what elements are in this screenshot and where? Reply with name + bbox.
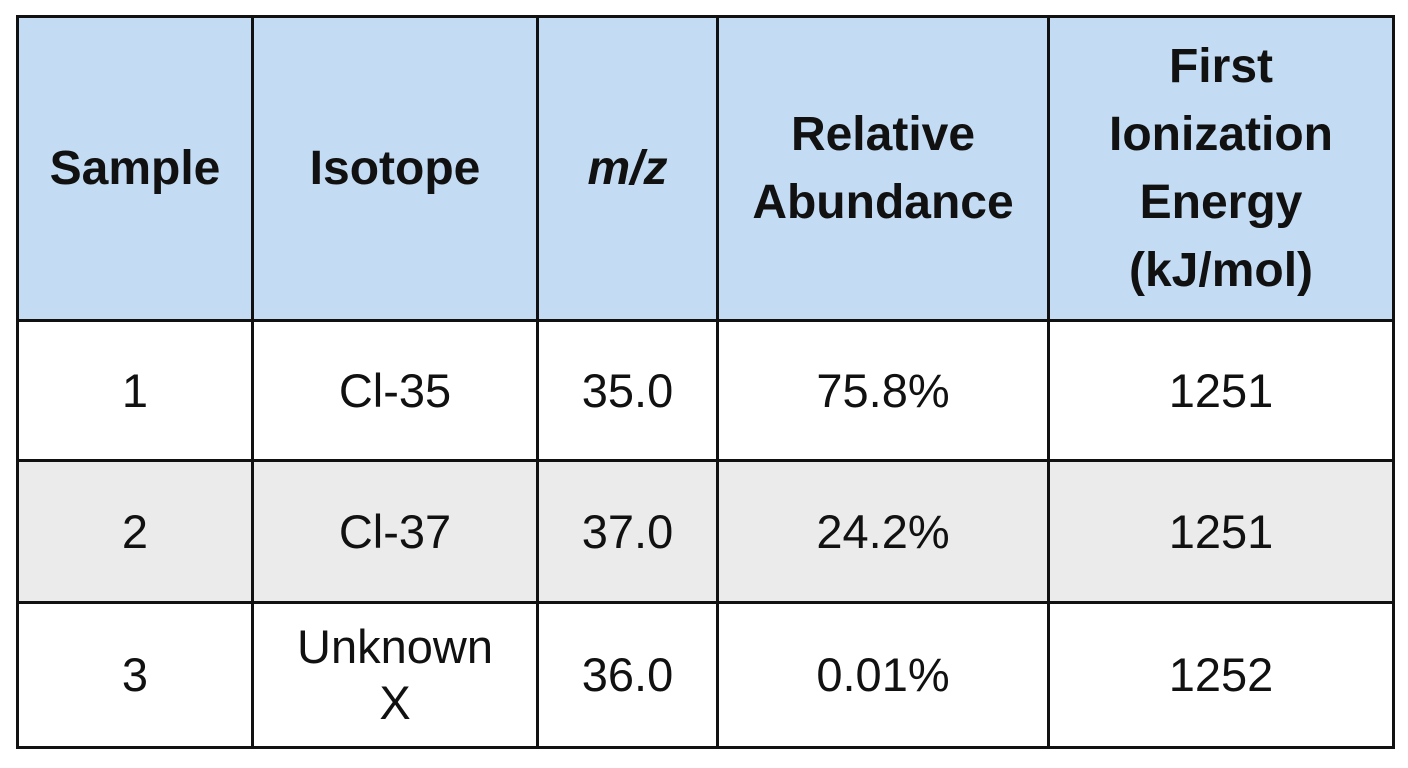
table-row: 1 Cl-35 35.0 75.8% 1251 [16, 319, 1395, 462]
cell-isotope-line: Unknown [297, 620, 493, 673]
cell-mz: 37.0 [536, 459, 719, 604]
cell-sample: 3 [16, 601, 254, 749]
cell-isotope: Cl-37 [251, 459, 539, 604]
cell-isotope-line: X [379, 676, 411, 729]
header-relative-abundance-line: Abundance [752, 175, 1014, 229]
cell-sample: 1 [16, 319, 254, 462]
cell-mz: 36.0 [536, 601, 719, 749]
header-sample: Sample [16, 15, 254, 322]
header-isotope: Isotope [251, 15, 539, 322]
header-relative-abundance: Relative Abundance [716, 15, 1050, 322]
cell-abundance: 75.8% [716, 319, 1050, 462]
cell-abundance: 24.2% [716, 459, 1050, 604]
header-ionization-line: First [1168, 39, 1273, 93]
cell-sample: 2 [16, 459, 254, 604]
cell-ionization-energy: 1251 [1047, 459, 1395, 604]
cell-ionization-energy: 1252 [1047, 601, 1395, 749]
table-row: 3 Unknown X 36.0 0.01% 1252 [16, 601, 1395, 749]
header-mz: m/z [536, 15, 719, 322]
cell-abundance: 0.01% [716, 601, 1050, 749]
header-ionization-line: Energy [1139, 175, 1303, 229]
header-ionization-line: Ionization [1109, 107, 1333, 161]
table-header-row: Sample Isotope m/z Relative Abundance Fi… [16, 15, 1395, 322]
table-row: 2 Cl-37 37.0 24.2% 1251 [16, 459, 1395, 604]
isotope-data-table: Sample Isotope m/z Relative Abundance Fi… [16, 15, 1395, 749]
cell-isotope: Unknown X [251, 601, 539, 749]
cell-ionization-energy: 1251 [1047, 319, 1395, 462]
header-first-ionization-energy: First Ionization Energy (kJ/mol) [1047, 15, 1395, 322]
cell-isotope: Cl-35 [251, 319, 539, 462]
header-relative-abundance-line: Relative [790, 107, 976, 161]
header-ionization-line: (kJ/mol) [1128, 243, 1314, 297]
cell-mz: 35.0 [536, 319, 719, 462]
